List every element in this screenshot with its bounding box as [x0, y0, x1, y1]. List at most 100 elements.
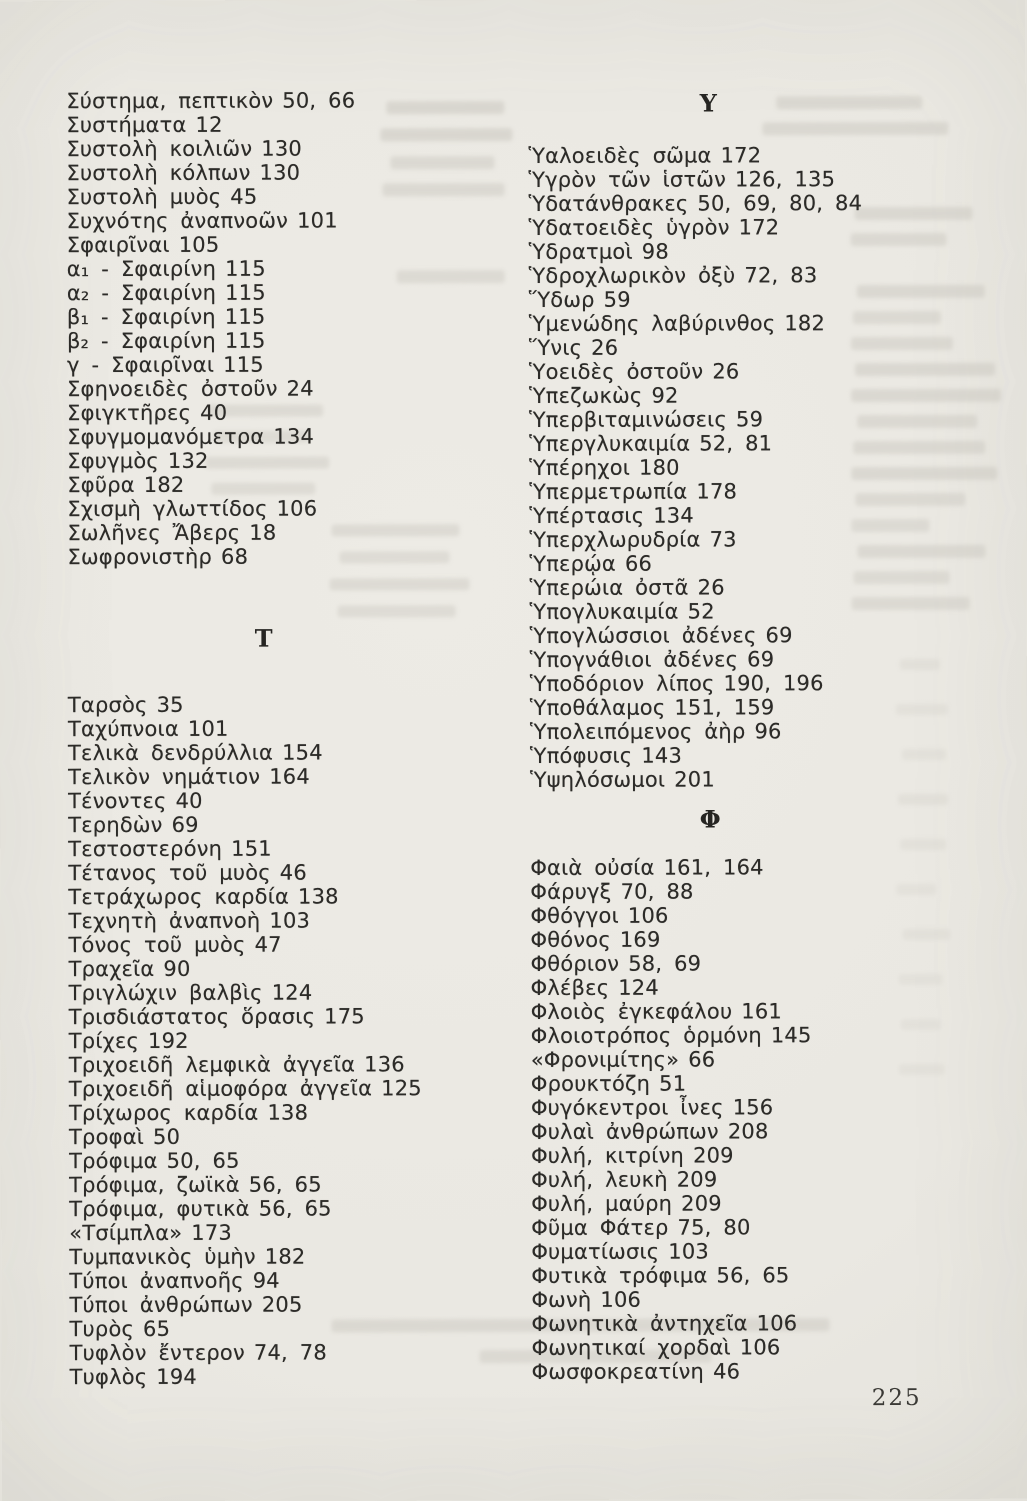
index-entry: Φυλή, μαύρη 209 — [531, 1191, 891, 1216]
index-entry: Ὑδρατμοὶ 98 — [529, 239, 889, 264]
entry-term: Ὑπερχλωρυδρία — [529, 527, 701, 552]
index-entry: Φυλαὶ ἀνθρώπων 208 — [531, 1119, 891, 1144]
index-entry: Φυματίωσις 103 — [531, 1239, 891, 1263]
entry-term: Σφῦρα — [67, 472, 135, 498]
entry-term: Τροφαὶ — [68, 1124, 145, 1150]
entry-pages: 40 — [175, 788, 203, 813]
index-entry: Ὑδατάνθρακες 50, 69, 80, 84 — [529, 191, 889, 216]
entry-term: α₂ - Σφαιρίνη — [66, 280, 217, 306]
index-entry: Σφῦρα 182 — [67, 472, 459, 497]
index-entry: Φαιὰ οὐσία 161, 164 — [530, 855, 890, 880]
entry-pages: 115 — [225, 280, 266, 305]
index-entry: Τένοντες 40 — [68, 788, 460, 813]
section-heading-Υ: Υ — [699, 88, 717, 118]
entry-term: Τερηδὼν — [68, 812, 163, 838]
index-entry: Συχνότης ἀναπνοῶν 101 — [67, 208, 459, 233]
index-column-right: Υ Ὑαλοειδὲς σῶμα 172 Ὑγρὸν τῶν ἱστῶν 126, 13… — [528, 88, 892, 1383]
index-entry: Φθόριον 58, 69 — [531, 951, 891, 976]
index-entry: Φωνητικαί χορδαὶ 106 — [532, 1335, 892, 1360]
entry-pages: 115 — [225, 256, 266, 281]
entry-term: Ὑπέρηχοι — [529, 455, 631, 480]
entry-term: Ὑπογλυκαιμία — [529, 599, 679, 624]
bleedthrough-smudge — [898, 973, 943, 985]
entry-term: Ὑδατοειδὲς ὑγρὸν — [528, 215, 730, 240]
entry-term: Φλοιὸς ἐγκεφάλου — [530, 999, 733, 1024]
entry-term: Τραχεῖα — [68, 956, 155, 982]
entry-term: Ὑπογλώσσιοι ἀδένες — [529, 623, 757, 648]
bleedthrough-smudge — [902, 928, 951, 940]
entry-pages: 161, 164 — [663, 855, 764, 880]
entry-pages: 124 — [271, 980, 313, 1005]
index-entry: Ὑδροχλωρικὸν ὀξὺ 72, 83 — [529, 263, 889, 288]
entry-pages: 26 — [712, 359, 740, 384]
index-entry: Φθόγγοι 106 — [530, 903, 890, 928]
index-entry: Τελικὸν νημάτιον 164 — [68, 764, 460, 790]
entry-term: Φυτικὰ τρόφιμα — [531, 1263, 708, 1288]
entry-term: Τριχοειδῆ αἱμοφόρα ἀγγεῖα — [68, 1076, 373, 1102]
index-entry: β₁ - Σφαιρίνη 115 — [67, 304, 459, 330]
index-entry: Τρόφιμα 50, 65 — [69, 1148, 461, 1173]
entry-term: γ - Σφαιρῖναι — [66, 352, 215, 378]
entry-pages: 70, 88 — [620, 879, 694, 904]
index-entry: Σφιγκτῆρες 40 — [67, 400, 459, 425]
bleedthrough-smudge — [901, 748, 947, 760]
index-entry: Τριγλώχιν βαλβὶς 124 — [68, 980, 461, 1006]
index-entry: Φθόνος 169 — [530, 927, 890, 952]
entry-pages: 124 — [618, 975, 659, 1000]
entry-pages: 205 — [261, 1292, 303, 1317]
index-entry: Τεστοστερόνη 151 — [68, 836, 460, 862]
index-entry: Τριχοειδῆ λεμφικὰ ἀγγεῖα 136 — [69, 1052, 461, 1077]
entry-pages: 50, 65 — [166, 1148, 240, 1173]
entry-term: Τριγλώχιν βαλβὶς — [68, 980, 263, 1006]
index-entry: γ - Σφαιρῖναι 115 — [66, 352, 459, 378]
index-entry: Ὑπεργλυκαιμία 52, 81 — [529, 431, 889, 456]
index-entry: Ὕνις 26 — [529, 335, 889, 360]
entry-pages: 52 — [687, 599, 715, 624]
index-entry: Ὑπογλυκαιμία 52 — [529, 599, 890, 624]
entry-pages: 106 — [739, 1335, 781, 1360]
section-heading-Φ: Φ — [699, 804, 721, 834]
entry-term: Φυλή, μαύρη — [531, 1191, 673, 1216]
entry-term: «Φρονιμίτης» — [530, 1047, 680, 1072]
entry-term: Ὕνις — [528, 335, 583, 360]
entry-pages: 26 — [591, 335, 619, 360]
entry-term: Συστολὴ μυὸς — [66, 184, 222, 210]
index-entry: Ταρσὸς 35 — [68, 692, 460, 717]
index-entry: Σωφρονιστὴρ 68 — [67, 544, 459, 569]
index-entry: Σφυγμὸς 132 — [67, 448, 459, 473]
entry-term: Τρίχες — [68, 1028, 140, 1054]
entry-term: Σχισμὴ γλωττίδος — [67, 496, 268, 522]
entry-pages: 105 — [178, 232, 220, 257]
index-entry: Ὑπερμετρωπία 178 — [529, 479, 889, 504]
index-entry: Φυλή, λευκὴ 209 — [531, 1167, 891, 1192]
entry-pages: 35 — [156, 692, 184, 717]
index-entry: Τραχεῖα 90 — [69, 956, 461, 981]
entry-pages: 209 — [693, 1143, 734, 1168]
entry-pages: 59 — [603, 287, 631, 312]
entry-term: Τετράχωρος καρδία — [68, 884, 290, 910]
entry-term: Τεχνητὴ ἀναπνοὴ — [68, 908, 261, 934]
entry-term: Τρόφιμα, φυτικὰ — [69, 1196, 250, 1222]
entry-pages: 50 — [152, 1124, 181, 1149]
index-entry: Ὑπέρτασις 134 — [529, 503, 889, 528]
index-entry: Ὑπογλώσσιοι ἀδένες 69 — [530, 623, 890, 648]
index-entry: Τροφαὶ 50 — [69, 1124, 461, 1149]
entry-term: Τένοντες — [68, 788, 167, 814]
index-entry: Ὑψηλόσωμοι 201 — [530, 767, 890, 791]
index-entry: Φυγόκεντροι ἶνες 156 — [531, 1095, 891, 1120]
entry-term: Ὑπεργλυκαιμία — [529, 431, 691, 456]
entry-pages: 52, 81 — [699, 431, 773, 456]
entry-term: Ὑδατάνθρακες — [528, 191, 689, 216]
entry-pages: 106 — [756, 1311, 798, 1336]
index-entry: Ταχύπνοια 101 — [68, 716, 460, 741]
entry-pages: 24 — [286, 376, 314, 401]
entry-term: Φάρυγξ — [530, 879, 612, 904]
entry-term: Φαιὰ οὐσία — [530, 855, 655, 880]
entry-pages: 145 — [770, 1023, 812, 1048]
entry-pages: 209 — [676, 1167, 718, 1192]
section-heading-Τ: Τ — [254, 623, 273, 653]
entry-pages: 164 — [269, 764, 310, 789]
index-entry: Ὑπόφυσις 143 — [530, 743, 890, 768]
entry-pages: 98 — [641, 239, 669, 264]
index-entry: Ὑμενώδης λαβύρινθος 182 — [529, 311, 889, 336]
